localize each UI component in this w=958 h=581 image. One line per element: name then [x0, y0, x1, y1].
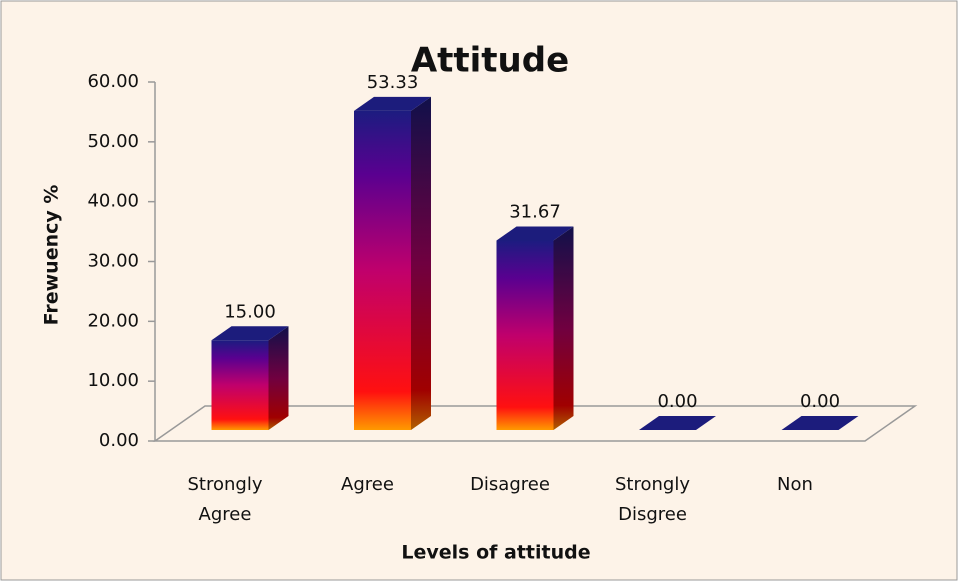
- bar: [211, 326, 289, 430]
- bar-top: [639, 416, 716, 430]
- x-tick-label: Strongly Disgree: [615, 474, 690, 525]
- bar-side: [268, 326, 289, 430]
- value-label: 53.33: [367, 72, 419, 93]
- floor: [152, 405, 918, 442]
- bar: [639, 416, 716, 430]
- y-axis-label: Frewuency %: [41, 185, 63, 326]
- bar-top: [496, 226, 574, 241]
- x-tick-label: Non: [777, 474, 813, 495]
- y-tick-label: 0.00: [99, 430, 139, 451]
- chart-title: Attitude: [411, 41, 569, 81]
- value-label: 0.00: [800, 391, 840, 412]
- y-tick-label: 50.00: [87, 131, 139, 152]
- bar: [496, 226, 574, 430]
- x-axis-label: Levels of attitude: [401, 542, 590, 564]
- x-tick-label: Agree: [341, 474, 394, 495]
- value-label: 0.00: [657, 391, 697, 412]
- y-tick-label: 20.00: [87, 310, 139, 331]
- bar: [354, 96, 431, 430]
- bar-top: [354, 96, 431, 111]
- bar-front: [354, 110, 411, 430]
- y-tick-label: 60.00: [87, 71, 139, 92]
- bar-top: [211, 326, 289, 341]
- value-label: 15.00: [224, 301, 276, 322]
- bar-front: [211, 340, 269, 430]
- x-tick-label: Strongly Agree: [187, 474, 263, 525]
- bar: [781, 416, 859, 430]
- bar-front: [496, 240, 554, 430]
- x-tick-label: Disagree: [470, 474, 550, 495]
- bar-side: [411, 96, 431, 430]
- value-label: 31.67: [509, 202, 561, 223]
- bar-side: [553, 226, 574, 430]
- y-tick-label: 30.00: [87, 251, 139, 272]
- y-tick-label: 10.00: [87, 370, 139, 391]
- bar-top: [781, 416, 859, 430]
- y-tick-label: 40.00: [87, 191, 139, 212]
